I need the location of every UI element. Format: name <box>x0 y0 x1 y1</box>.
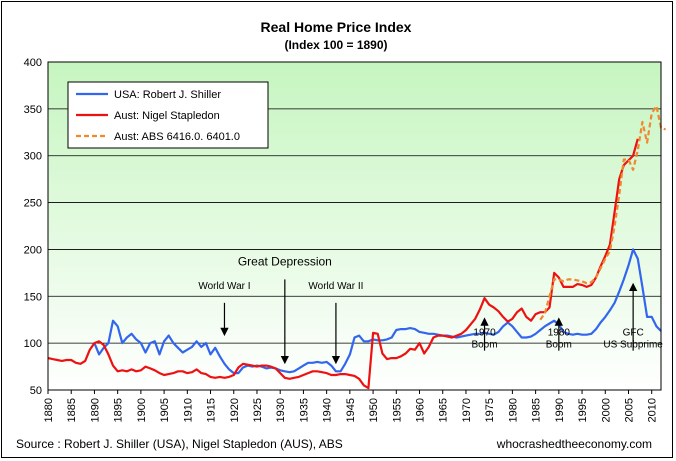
x-tick-label: 1895 <box>113 398 125 422</box>
x-tick-label: 1980 <box>507 398 519 422</box>
y-tick-label: 200 <box>24 244 42 256</box>
x-tick-label: 1960 <box>415 398 427 422</box>
x-tick-label: 1985 <box>531 398 543 422</box>
annotation-label: World War I <box>198 281 250 292</box>
x-tick-label: 1930 <box>275 398 287 422</box>
series-line-1 <box>93 248 662 375</box>
x-tick-label: 1945 <box>345 398 357 422</box>
x-tick-label: 1885 <box>66 398 78 422</box>
annotation-label: Great Depression <box>238 254 332 268</box>
legend-label-3: Aust: ABS 6416.0. 6401.0 <box>114 131 240 143</box>
series-line-2 <box>47 138 639 390</box>
chart-title: Real Home Price Index <box>261 19 412 35</box>
legend: USA: Robert J. Shiller Aust: Nigel Staple… <box>67 81 269 149</box>
x-tick-label: 1935 <box>298 398 310 422</box>
plot-border <box>47 61 662 391</box>
website-credit: whocrashedtheeconomy.com <box>496 437 652 451</box>
x-tick-label: 1955 <box>391 398 403 422</box>
x-tick-label: 1920 <box>229 398 241 422</box>
y-tick-label: 150 <box>24 291 42 303</box>
x-tick-label: 1915 <box>206 398 218 422</box>
x-tick-label: 1995 <box>577 398 589 422</box>
y-tick-label: 400 <box>24 57 42 69</box>
series-layer <box>47 104 667 390</box>
chart-subtitle: (Index 100 = 1890) <box>284 38 387 52</box>
annotation-label: World War II <box>308 281 363 292</box>
source-note: Source : Robert J. Shiller (USA), Nigel … <box>16 437 343 451</box>
x-tick-label: 1940 <box>322 398 334 422</box>
x-tick-label: 1910 <box>182 398 194 422</box>
x-axis: 1880 1885 1890 1895 1900 1905 1910 1915 1920 1925… <box>43 390 659 422</box>
x-tick-label: 2010 <box>647 398 659 422</box>
x-tick-label: 2000 <box>600 398 612 422</box>
series-line-3 <box>539 104 667 321</box>
x-tick-label: 1950 <box>368 398 380 422</box>
y-tick-label: 50 <box>30 385 42 397</box>
x-tick-label: 1965 <box>438 398 450 422</box>
x-tick-label: 1900 <box>136 398 148 422</box>
x-tick-label: 1970 <box>461 398 473 422</box>
y-tick-label: 300 <box>24 151 42 163</box>
x-tick-label: 1990 <box>554 398 566 422</box>
legend-label-2: Aust: Nigel Stapledon <box>114 110 220 122</box>
y-tick-label: 350 <box>24 104 42 116</box>
x-tick-label: 1975 <box>484 398 496 422</box>
y-tick-label: 100 <box>24 338 42 350</box>
x-tick-label: 1925 <box>252 398 264 422</box>
legend-label-1: USA: Robert J. Shiller <box>114 89 221 101</box>
y-axis: 50 100 150 200 250 300 350 400 <box>24 57 42 397</box>
x-tick-label: 1880 <box>43 398 55 422</box>
y-tick-label: 250 <box>24 198 42 210</box>
x-tick-label: 2005 <box>623 398 635 422</box>
x-tick-label: 1890 <box>89 398 101 422</box>
x-tick-label: 1905 <box>159 398 171 422</box>
